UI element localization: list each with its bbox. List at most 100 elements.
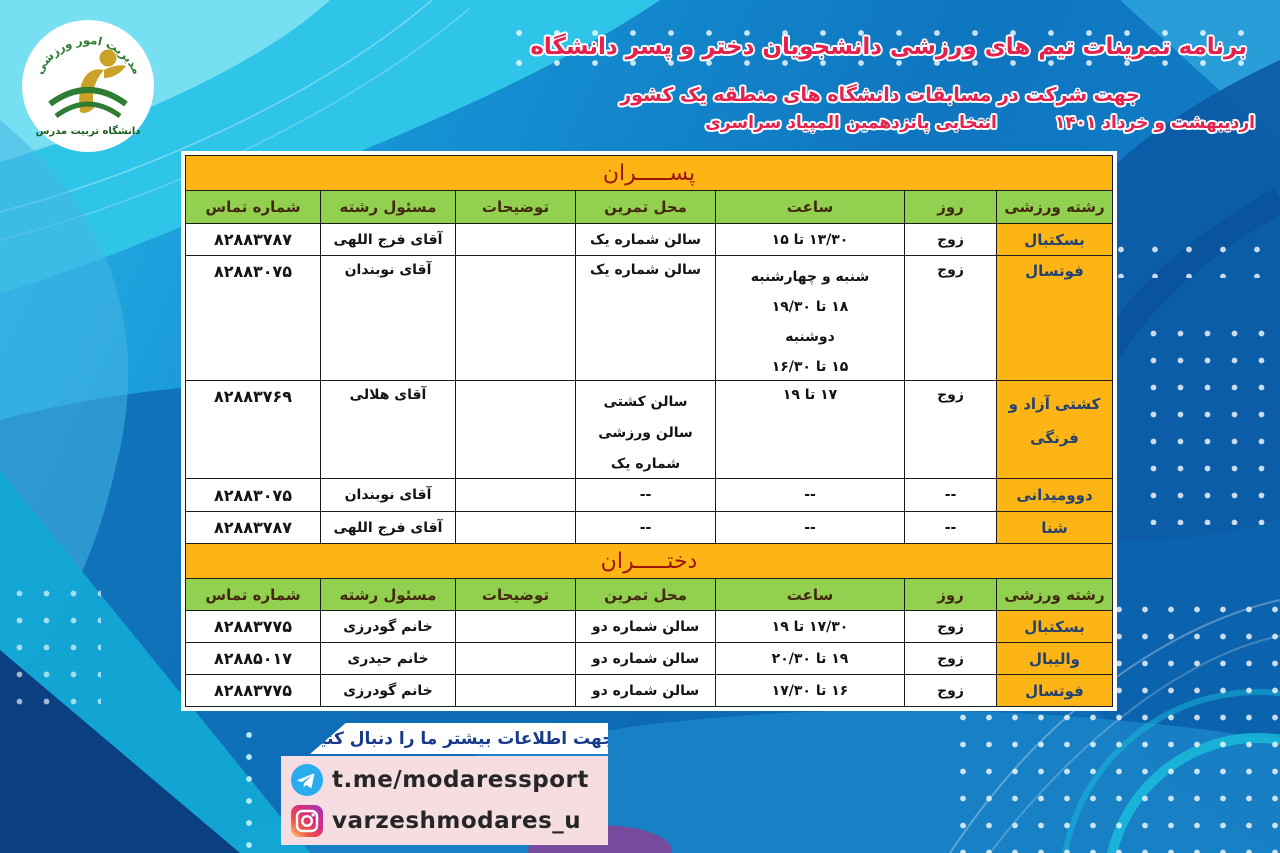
cell-phone: ۸۲۸۸۳۷۸۷	[186, 224, 320, 255]
col-header-day: روز	[905, 579, 996, 610]
cell-manager: خانم گودرزی	[321, 611, 455, 642]
university-sport-logo: مدیریت امور ورزشی دانشگاه تربیت مدرس	[22, 20, 154, 152]
cell-sport: بسکتبال	[997, 224, 1112, 255]
cell-notes	[456, 643, 575, 674]
sport-line: فرنگی	[1030, 429, 1079, 447]
cell-phone: ۸۲۸۸۳۷۷۵	[186, 675, 320, 706]
location-line: شماره یک	[610, 456, 681, 472]
cell-day: زوج	[905, 611, 996, 642]
cell-location: --	[576, 479, 715, 511]
cell-day: --	[905, 512, 996, 543]
col-header-location: محل تمرین	[576, 191, 715, 223]
col-header-phone: شماره تماس	[186, 579, 320, 610]
cell-sport: والیبال	[997, 643, 1112, 674]
cell-time: ۱۷ تا ۱۹	[716, 381, 904, 478]
instagram-handle[interactable]: varzeshmodares_u	[332, 807, 582, 834]
cell-day: زوج	[905, 381, 996, 478]
poster-subtitle-2: اردیبهشت و خرداد ۱۴۰۱ انتخابی پانزدهمین …	[705, 113, 1255, 133]
cell-time: ۱۶ تا ۱۷/۳۰	[716, 675, 904, 706]
cell-notes	[456, 381, 575, 478]
cell-sport: شنا	[997, 512, 1112, 543]
boys-table: پســـــران رشته ورزشی روز ساعت محل تمرین…	[186, 156, 1112, 543]
col-header-manager: مسئول رشته	[321, 579, 455, 610]
cell-notes	[456, 512, 575, 543]
poster-title: برنامه تمرینات تیم های ورزشی دانشجویان د…	[530, 34, 1247, 60]
cell-sport: کشتی آزاد و فرنگی	[997, 381, 1112, 478]
col-header-time: ساعت	[716, 579, 904, 610]
cell-day: زوج	[905, 643, 996, 674]
cell-notes	[456, 675, 575, 706]
cell-manager: آقای فرج اللهی	[321, 224, 455, 255]
cell-sport: فوتسال	[997, 256, 1112, 380]
cell-phone: ۸۲۸۸۳۰۷۵	[186, 256, 320, 380]
col-header-notes: توضیحات	[456, 579, 575, 610]
cell-time: ۱۷/۳۰ تا ۱۹	[716, 611, 904, 642]
time-line: دوشنبه	[785, 329, 835, 345]
col-header-day: روز	[905, 191, 996, 223]
col-header-phone: شماره تماس	[186, 191, 320, 223]
cell-sport: دوومیدانی	[997, 479, 1112, 511]
instagram-link[interactable]: varzeshmodares_u	[291, 804, 598, 837]
telegram-icon	[291, 764, 323, 797]
cell-manager: خانم حیدری	[321, 643, 455, 674]
instagram-icon	[291, 804, 323, 837]
cell-time: ۱۹ تا ۲۰/۳۰	[716, 643, 904, 674]
cell-manager: آقای نوبندان	[321, 256, 455, 380]
cell-location: سالن شماره دو	[576, 611, 715, 642]
logo-bottom-text: دانشگاه تربیت مدرس	[36, 124, 141, 137]
cell-day: زوج	[905, 675, 996, 706]
cell-time: --	[716, 479, 904, 511]
cell-time: --	[716, 512, 904, 543]
telegram-handle[interactable]: t.me/modaressport	[332, 767, 589, 794]
time-line: شنبه و چهارشنبه	[750, 269, 870, 285]
schedule-table: پســـــران رشته ورزشی روز ساعت محل تمرین…	[181, 151, 1117, 711]
cell-manager: آقای نوبندان	[321, 479, 455, 511]
girls-table: دختـــــران رشته ورزشی روز ساعت محل تمری…	[186, 544, 1112, 706]
cell-manager: آقای فرج اللهی	[321, 512, 455, 543]
location-line: سالن ورزشی	[598, 425, 693, 441]
title-date: اردیبهشت و خرداد ۱۴۰۱	[1054, 113, 1255, 133]
cell-day: زوج	[905, 224, 996, 255]
cell-day: --	[905, 479, 996, 511]
col-header-manager: مسئول رشته	[321, 191, 455, 223]
cell-day: زوج	[905, 256, 996, 380]
cell-phone: ۸۲۸۸۳۰۷۵	[186, 479, 320, 511]
cell-phone: ۸۲۸۸۳۷۷۵	[186, 611, 320, 642]
col-header-location: محل تمرین	[576, 579, 715, 610]
cell-notes	[456, 479, 575, 511]
cell-location: سالن شماره دو	[576, 675, 715, 706]
cell-phone: ۸۲۸۸۳۷۸۷	[186, 512, 320, 543]
boys-section-title: پســـــران	[186, 156, 1112, 190]
cell-time: شنبه و چهارشنبه ۱۸ تا ۱۹/۳۰ دوشنبه ۱۵ تا…	[716, 256, 904, 380]
cell-phone: ۸۲۸۸۵۰۱۷	[186, 643, 320, 674]
cell-manager: آقای هلالی	[321, 381, 455, 478]
poster-subtitle: جهت شرکت در مسابقات دانشگاه های منطقه یک…	[620, 84, 1140, 106]
cell-location: سالن شماره دو	[576, 643, 715, 674]
cell-notes	[456, 256, 575, 380]
location-line: سالن کشتی	[603, 394, 688, 410]
cell-manager: خانم گودرزی	[321, 675, 455, 706]
telegram-link[interactable]: t.me/modaressport	[291, 764, 598, 797]
cell-notes	[456, 224, 575, 255]
cell-location: سالن شماره یک	[576, 224, 715, 255]
title-selection: انتخابی پانزدهمین المپیاد سراسری	[705, 113, 997, 133]
follow-us-label: جهت اطلاعات بیشتر ما را دنبال کنید:	[310, 723, 608, 754]
col-header-notes: توضیحات	[456, 191, 575, 223]
cell-location: سالن کشتی سالن ورزشی شماره یک	[576, 381, 715, 478]
cell-location: سالن شماره یک	[576, 256, 715, 380]
cell-phone: ۸۲۸۸۳۷۶۹	[186, 381, 320, 478]
col-header-sport: رشته ورزشی	[997, 191, 1112, 223]
col-header-time: ساعت	[716, 191, 904, 223]
girls-section-title: دختـــــران	[186, 544, 1112, 578]
time-line: ۱۸ تا ۱۹/۳۰	[771, 299, 849, 315]
cell-location: --	[576, 512, 715, 543]
sport-line: کشتی آزاد و	[1008, 395, 1101, 413]
cell-sport: فوتسال	[997, 675, 1112, 706]
social-links-box: t.me/modaressport varzeshmodares_u	[281, 756, 608, 845]
col-header-sport: رشته ورزشی	[997, 579, 1112, 610]
cell-time: ۱۳/۳۰ تا ۱۵	[716, 224, 904, 255]
cell-sport: بسکتبال	[997, 611, 1112, 642]
cell-notes	[456, 611, 575, 642]
time-line: ۱۵ تا ۱۶/۳۰	[771, 359, 849, 375]
